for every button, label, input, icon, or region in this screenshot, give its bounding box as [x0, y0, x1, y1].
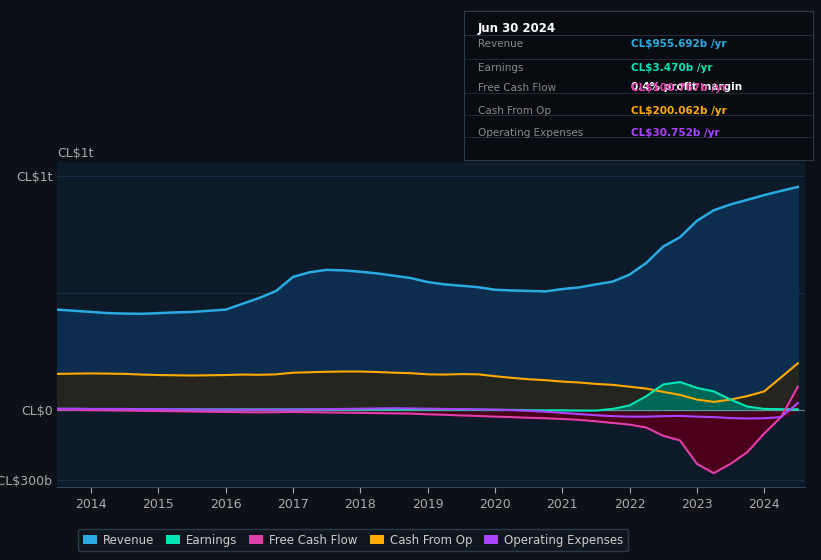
Text: CL$30.752b /yr: CL$30.752b /yr: [631, 128, 720, 138]
Text: 0.4% profit margin: 0.4% profit margin: [631, 82, 742, 92]
Text: Cash From Op: Cash From Op: [478, 106, 551, 115]
Text: Jun 30 2024: Jun 30 2024: [478, 22, 556, 35]
Text: Earnings: Earnings: [478, 63, 523, 73]
Text: Revenue: Revenue: [478, 39, 523, 49]
Text: CL$3.470b /yr: CL$3.470b /yr: [631, 63, 713, 73]
Legend: Revenue, Earnings, Free Cash Flow, Cash From Op, Operating Expenses: Revenue, Earnings, Free Cash Flow, Cash …: [78, 529, 628, 551]
Text: Free Cash Flow: Free Cash Flow: [478, 83, 556, 94]
Text: CL$955.692b /yr: CL$955.692b /yr: [631, 39, 727, 49]
Text: CL$100.767b /yr: CL$100.767b /yr: [631, 83, 727, 94]
Text: CL$200.062b /yr: CL$200.062b /yr: [631, 106, 727, 115]
Text: Operating Expenses: Operating Expenses: [478, 128, 583, 138]
Text: CL$1t: CL$1t: [57, 147, 94, 160]
